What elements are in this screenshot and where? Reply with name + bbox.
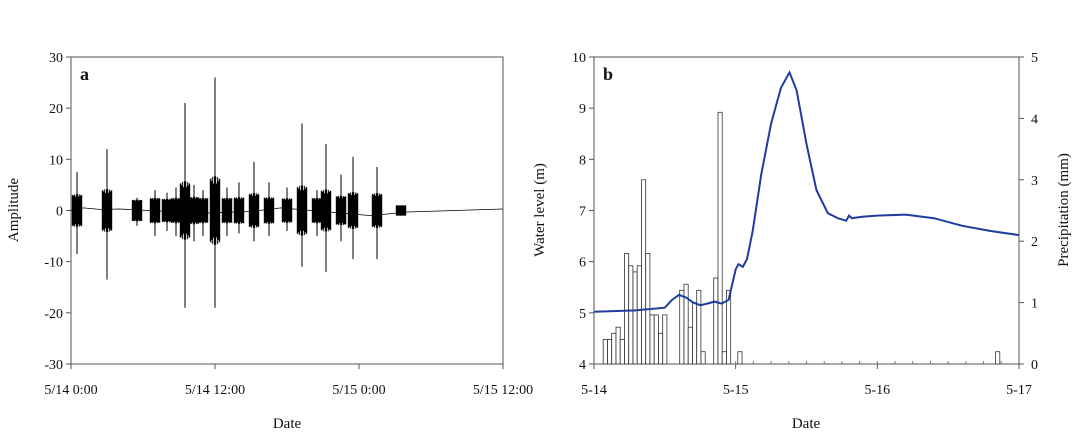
panel-b-x-tick-label: 5-14	[581, 383, 607, 398]
panel-b-y-tick-label: 7	[579, 205, 586, 220]
panel-a-x-ticks: 5/14 0:00 5/14 12:00 5/15 0:00 5/15 12:00	[44, 364, 533, 398]
panel-a-y-tick-label: 10	[49, 153, 63, 168]
panel-b-precip-bar	[658, 332, 664, 365]
panel-b-y2-tick-label: 5	[1031, 51, 1038, 66]
panel-b-precip-bar	[653, 314, 659, 365]
panel-a-burst-cluster	[233, 197, 245, 224]
panel-b-precip-bar	[713, 277, 719, 365]
panel-b-precip-bar	[632, 271, 638, 365]
panel-a-x-tick-label: 5/15 12:00	[473, 383, 533, 398]
panel-b-y2-tick-label: 4	[1031, 112, 1038, 127]
panel-b-precip-bar	[641, 179, 647, 365]
panel-a-y-tick-label: -20	[44, 307, 63, 322]
panel-b-water-level	[593, 70, 1020, 313]
panel-b-label: b	[603, 64, 613, 84]
panel-b-y-tick-label: 10	[572, 51, 586, 66]
panel-a-burst-cluster	[149, 197, 161, 224]
panel-b-y-tick-label: 5	[579, 307, 586, 322]
panel-b-y-tick-label: 8	[579, 153, 586, 168]
panel-a-series	[70, 77, 504, 308]
panel-b-water-level-line	[593, 70, 1020, 313]
panel-a-x-tick-label: 5/15 0:00	[332, 383, 385, 398]
panel-b-y2-tick-label: 2	[1031, 235, 1038, 250]
panel-b-y-tick-label: 4	[579, 358, 586, 373]
panel-b-y2-tick-label: 0	[1031, 358, 1038, 373]
panel-a-burst-cluster	[131, 199, 143, 222]
panel-b-precip-bar	[649, 314, 655, 365]
panel-b: b Date Water level (m) Precipitation (mm…	[532, 51, 1072, 432]
panel-b-precip-bar	[628, 265, 634, 365]
panel-b-precip-bar	[737, 351, 743, 365]
panel-b-y2-tick-label: 1	[1031, 297, 1038, 312]
panel-b-precip-bars	[602, 111, 1001, 365]
panel-b-precip-bar	[683, 283, 689, 365]
panel-a-burst-cluster	[371, 193, 383, 228]
panel-a-y-tick-label: -10	[44, 256, 63, 271]
panel-b-precip-bar	[615, 326, 621, 365]
panel-a-y-tick-label: 20	[49, 102, 63, 117]
panel-a-burst-cluster	[263, 197, 275, 224]
panel-a-label: a	[80, 64, 89, 84]
panel-b-x-tick-label: 5-16	[864, 383, 890, 398]
panel-b-x-tick-label: 5-17	[1006, 383, 1032, 398]
panel-a-burst-cluster	[311, 197, 323, 224]
panel-b-y2-axis-title: Precipitation (mm)	[1056, 153, 1072, 267]
panel-a-burst-cluster	[296, 185, 308, 236]
panel-a-y-tick-label: 0	[56, 205, 63, 220]
panel-b-x-axis-title: Date	[792, 416, 821, 432]
panel-b-precip-bar	[696, 289, 702, 365]
panel-a-burst-cluster	[197, 197, 209, 224]
panel-b-x-tick-label: 5-15	[723, 383, 749, 398]
panel-b-y-tick-label: 9	[579, 102, 586, 117]
panel-a-y-axis-title: Amplitude	[6, 178, 22, 243]
panel-a-burst-cluster	[395, 205, 407, 216]
panel-a-burst-cluster	[209, 176, 221, 245]
panel-b-precip-bar	[692, 302, 698, 365]
panel-a-y-ticks: -30 -20 -10 0 10 20 30	[44, 51, 71, 373]
panel-a-burst-cluster	[221, 197, 233, 224]
panel-a-y-tick-label: 30	[49, 51, 63, 66]
panel-b-y-axis-title: Water level (m)	[532, 163, 548, 257]
panel-b-precip-bar	[619, 338, 625, 365]
panel-b-precip-bar	[662, 314, 668, 365]
panel-a-burst-cluster	[161, 198, 173, 223]
panel-b-precip-bar	[679, 289, 685, 365]
panel-b-precip-bar	[624, 253, 630, 365]
panel-a-burst-cluster	[170, 197, 182, 224]
panel-a-x-axis-title: Date	[273, 416, 302, 432]
panel-b-x-ticks: 5-14 5-15 5-16 5-17	[581, 361, 1032, 398]
panel-b-y2-tick-label: 3	[1031, 174, 1038, 189]
panel-b-precip-bar	[636, 265, 642, 365]
panel-b-precip-bar	[602, 338, 608, 365]
panel-a-burst-cluster	[281, 198, 293, 223]
panel-a-x-tick-label: 5/14 0:00	[44, 383, 97, 398]
panel-b-y-tick-label: 6	[579, 256, 586, 271]
panel-b-precip-bar	[995, 351, 1001, 365]
panel-b-precip-bar	[717, 111, 723, 365]
panel-b-y-ticks: 4 5 6 7 8 9 10	[572, 51, 594, 373]
panel-b-precip-bar	[721, 351, 727, 365]
panel-a-burst-cluster	[320, 189, 332, 232]
panel-b-precip-bar	[607, 338, 613, 365]
panel-b-precip-bar	[687, 326, 693, 365]
panel-a-burst-cluster	[347, 192, 359, 229]
panel-b-precip-bar	[700, 351, 706, 365]
panel-a-x-tick-label: 5/14 12:00	[185, 383, 245, 398]
panel-b-precip-bar	[726, 289, 732, 365]
panel-b-y2-ticks: 0 1 2 3 4 5	[1019, 51, 1038, 373]
panel-b-precip-bar	[611, 332, 617, 365]
panel-a-burst-cluster	[248, 193, 260, 228]
panel-a-burst-cluster	[335, 195, 347, 226]
panel-a-burst-cluster	[179, 181, 191, 240]
panel-a-burst-cluster	[188, 196, 200, 225]
panel-a-y-tick-label: -30	[44, 358, 63, 373]
panel-a-burst-cluster	[101, 189, 113, 232]
panel-a: a Date Amplitude -30 -20 -10 0 10 20 30 5/14 0…	[6, 51, 533, 432]
panel-a-burst-cluster	[71, 194, 83, 227]
